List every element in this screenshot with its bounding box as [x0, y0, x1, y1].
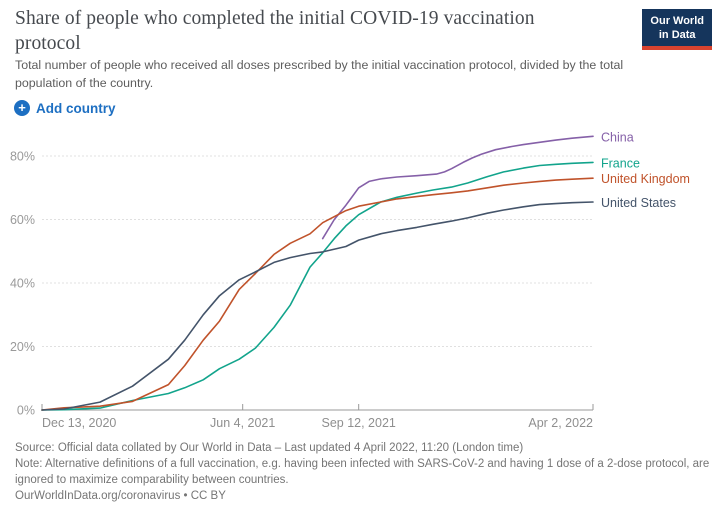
x-axis-label-273: Sep 12, 2021 — [321, 416, 395, 430]
chart-subtitle: Total number of people who received all … — [15, 58, 624, 90]
chart-footer: Source: Official data collated by Our Wo… — [15, 441, 711, 504]
y-axis-label-40: 40% — [10, 277, 35, 291]
y-axis-label-20: 20% — [10, 340, 35, 354]
y-axis-label-60: 60% — [10, 213, 35, 227]
legend-label-united-kingdom[interactable]: United Kingdom — [601, 172, 690, 186]
add-country-button[interactable]: + Add country — [14, 100, 116, 116]
license-line[interactable]: OurWorldInData.org/coronavirus • CC BY — [15, 489, 226, 502]
x-axis-label-173: Jun 4, 2021 — [210, 416, 275, 430]
legend-label-france[interactable]: France — [601, 156, 640, 170]
series-line-united-kingdom — [41, 177, 594, 411]
plus-icon: + — [14, 100, 30, 116]
series-line-united-states — [41, 201, 594, 411]
legend-label-china[interactable]: China — [601, 130, 634, 144]
source-line: Source: Official data collated by Our Wo… — [15, 442, 524, 454]
note-line: Note: Alternative definitions of a full … — [15, 457, 710, 486]
series-line-france — [41, 161, 594, 411]
line-chart: 0% 20% 40% 60% 80% Dec 13, 2020 Jun 4, 2021 Sep… — [10, 130, 690, 430]
owid-logo: Our World in Data — [642, 9, 712, 50]
add-country-label: Add country — [36, 100, 116, 116]
y-axis-label-0: 0% — [17, 404, 35, 418]
y-axis-label-80: 80% — [10, 150, 35, 164]
owid-logo-line1: Our World — [650, 15, 704, 27]
series-line-china — [321, 135, 594, 240]
x-axis-label-475: Apr 2, 2022 — [528, 416, 593, 430]
page-title: Share of people who completed the initia… — [15, 8, 535, 55]
owid-logo-line2: in Data — [658, 29, 696, 42]
legend-label-united-states[interactable]: United States — [601, 196, 676, 210]
x-axis-label-0: Dec 13, 2020 — [42, 416, 116, 430]
